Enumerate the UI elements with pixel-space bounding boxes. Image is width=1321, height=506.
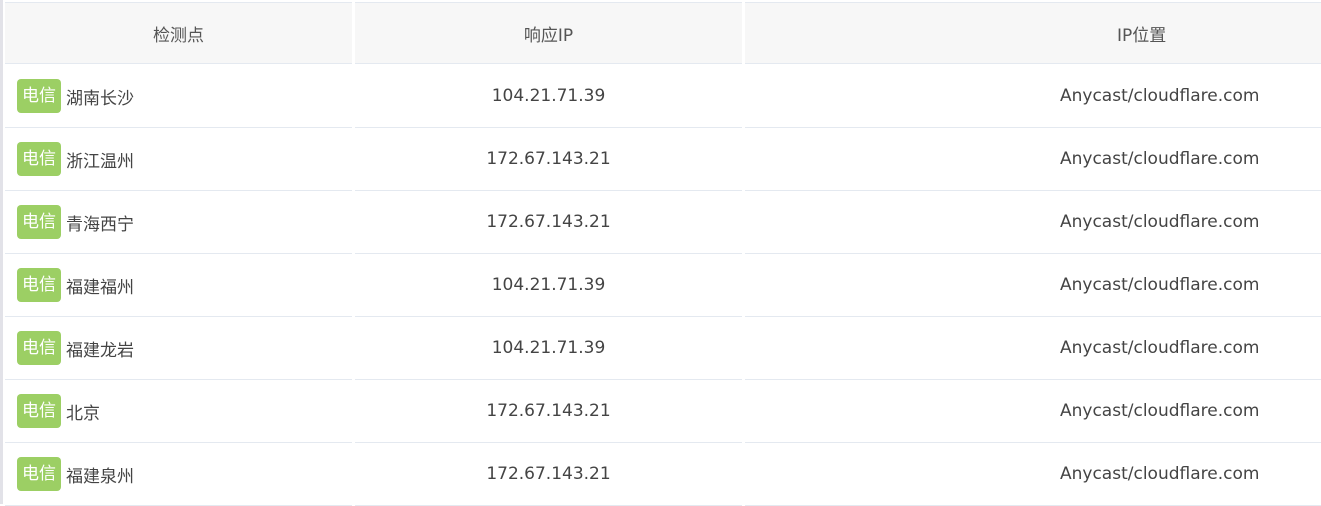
table-row: 电信 福建泉州 172.67.143.21 Anycast/cloudflare.… — [5, 443, 1321, 506]
isp-badge: 电信 — [17, 268, 61, 302]
checkpoint-cell: 电信 青海西宁 — [5, 191, 352, 254]
location-text: 福建龙岩 — [66, 340, 134, 361]
results-table: 检测点 响应IP IP位置 电信 湖南长沙 104.21.71.39 Anycas… — [5, 2, 1321, 506]
ip-location-cell: Anycast/cloudflare.com — [745, 380, 1321, 443]
checkpoint-cell: 电信 湖南长沙 — [5, 65, 352, 128]
checkpoint-cell: 电信 福建泉州 — [5, 443, 352, 506]
checkpoint-cell: 电信 北京 — [5, 380, 352, 443]
response-ip-cell: 104.21.71.39 — [355, 317, 742, 380]
location-text: 浙江温州 — [66, 151, 134, 172]
table-body: 电信 湖南长沙 104.21.71.39 Anycast/cloudflare.c… — [5, 65, 1321, 506]
header-ip-location[interactable]: IP位置 — [745, 2, 1321, 64]
location-text: 福建福州 — [66, 277, 134, 298]
ip-location-cell: Anycast/cloudflare.com — [745, 65, 1321, 128]
header-response-ip[interactable]: 响应IP — [355, 2, 742, 64]
table-header: 检测点 响应IP IP位置 — [5, 2, 1321, 65]
location-text: 湖南长沙 — [66, 88, 134, 109]
ip-location-cell: Anycast/cloudflare.com — [745, 128, 1321, 191]
isp-badge: 电信 — [17, 457, 61, 491]
checkpoint-cell: 电信 浙江温州 — [5, 128, 352, 191]
location-text: 北京 — [66, 403, 100, 424]
response-ip-cell: 104.21.71.39 — [355, 65, 742, 128]
left-border — [0, 0, 3, 504]
isp-badge: 电信 — [17, 79, 61, 113]
table-row: 电信 北京 172.67.143.21 Anycast/cloudflare.co… — [5, 380, 1321, 443]
table-row: 电信 湖南长沙 104.21.71.39 Anycast/cloudflare.c… — [5, 65, 1321, 128]
ip-location-cell: Anycast/cloudflare.com — [745, 317, 1321, 380]
table-row: 电信 浙江温州 172.67.143.21 Anycast/cloudflare.… — [5, 128, 1321, 191]
isp-badge: 电信 — [17, 142, 61, 176]
response-ip-cell: 104.21.71.39 — [355, 254, 742, 317]
location-text: 青海西宁 — [66, 214, 134, 235]
response-ip-cell: 172.67.143.21 — [355, 380, 742, 443]
header-checkpoint[interactable]: 检测点 — [5, 2, 352, 64]
ip-location-cell: Anycast/cloudflare.com — [745, 254, 1321, 317]
response-ip-cell: 172.67.143.21 — [355, 191, 742, 254]
response-ip-cell: 172.67.143.21 — [355, 443, 742, 506]
isp-badge: 电信 — [17, 394, 61, 428]
location-text: 福建泉州 — [66, 466, 134, 487]
isp-badge: 电信 — [17, 205, 61, 239]
checkpoint-cell: 电信 福建龙岩 — [5, 317, 352, 380]
checkpoint-cell: 电信 福建福州 — [5, 254, 352, 317]
ip-location-cell: Anycast/cloudflare.com — [745, 191, 1321, 254]
table-row: 电信 福建福州 104.21.71.39 Anycast/cloudflare.c… — [5, 254, 1321, 317]
ip-location-cell: Anycast/cloudflare.com — [745, 443, 1321, 506]
isp-badge: 电信 — [17, 331, 61, 365]
table-row: 电信 福建龙岩 104.21.71.39 Anycast/cloudflare.c… — [5, 317, 1321, 380]
response-ip-cell: 172.67.143.21 — [355, 128, 742, 191]
table-row: 电信 青海西宁 172.67.143.21 Anycast/cloudflare.… — [5, 191, 1321, 254]
